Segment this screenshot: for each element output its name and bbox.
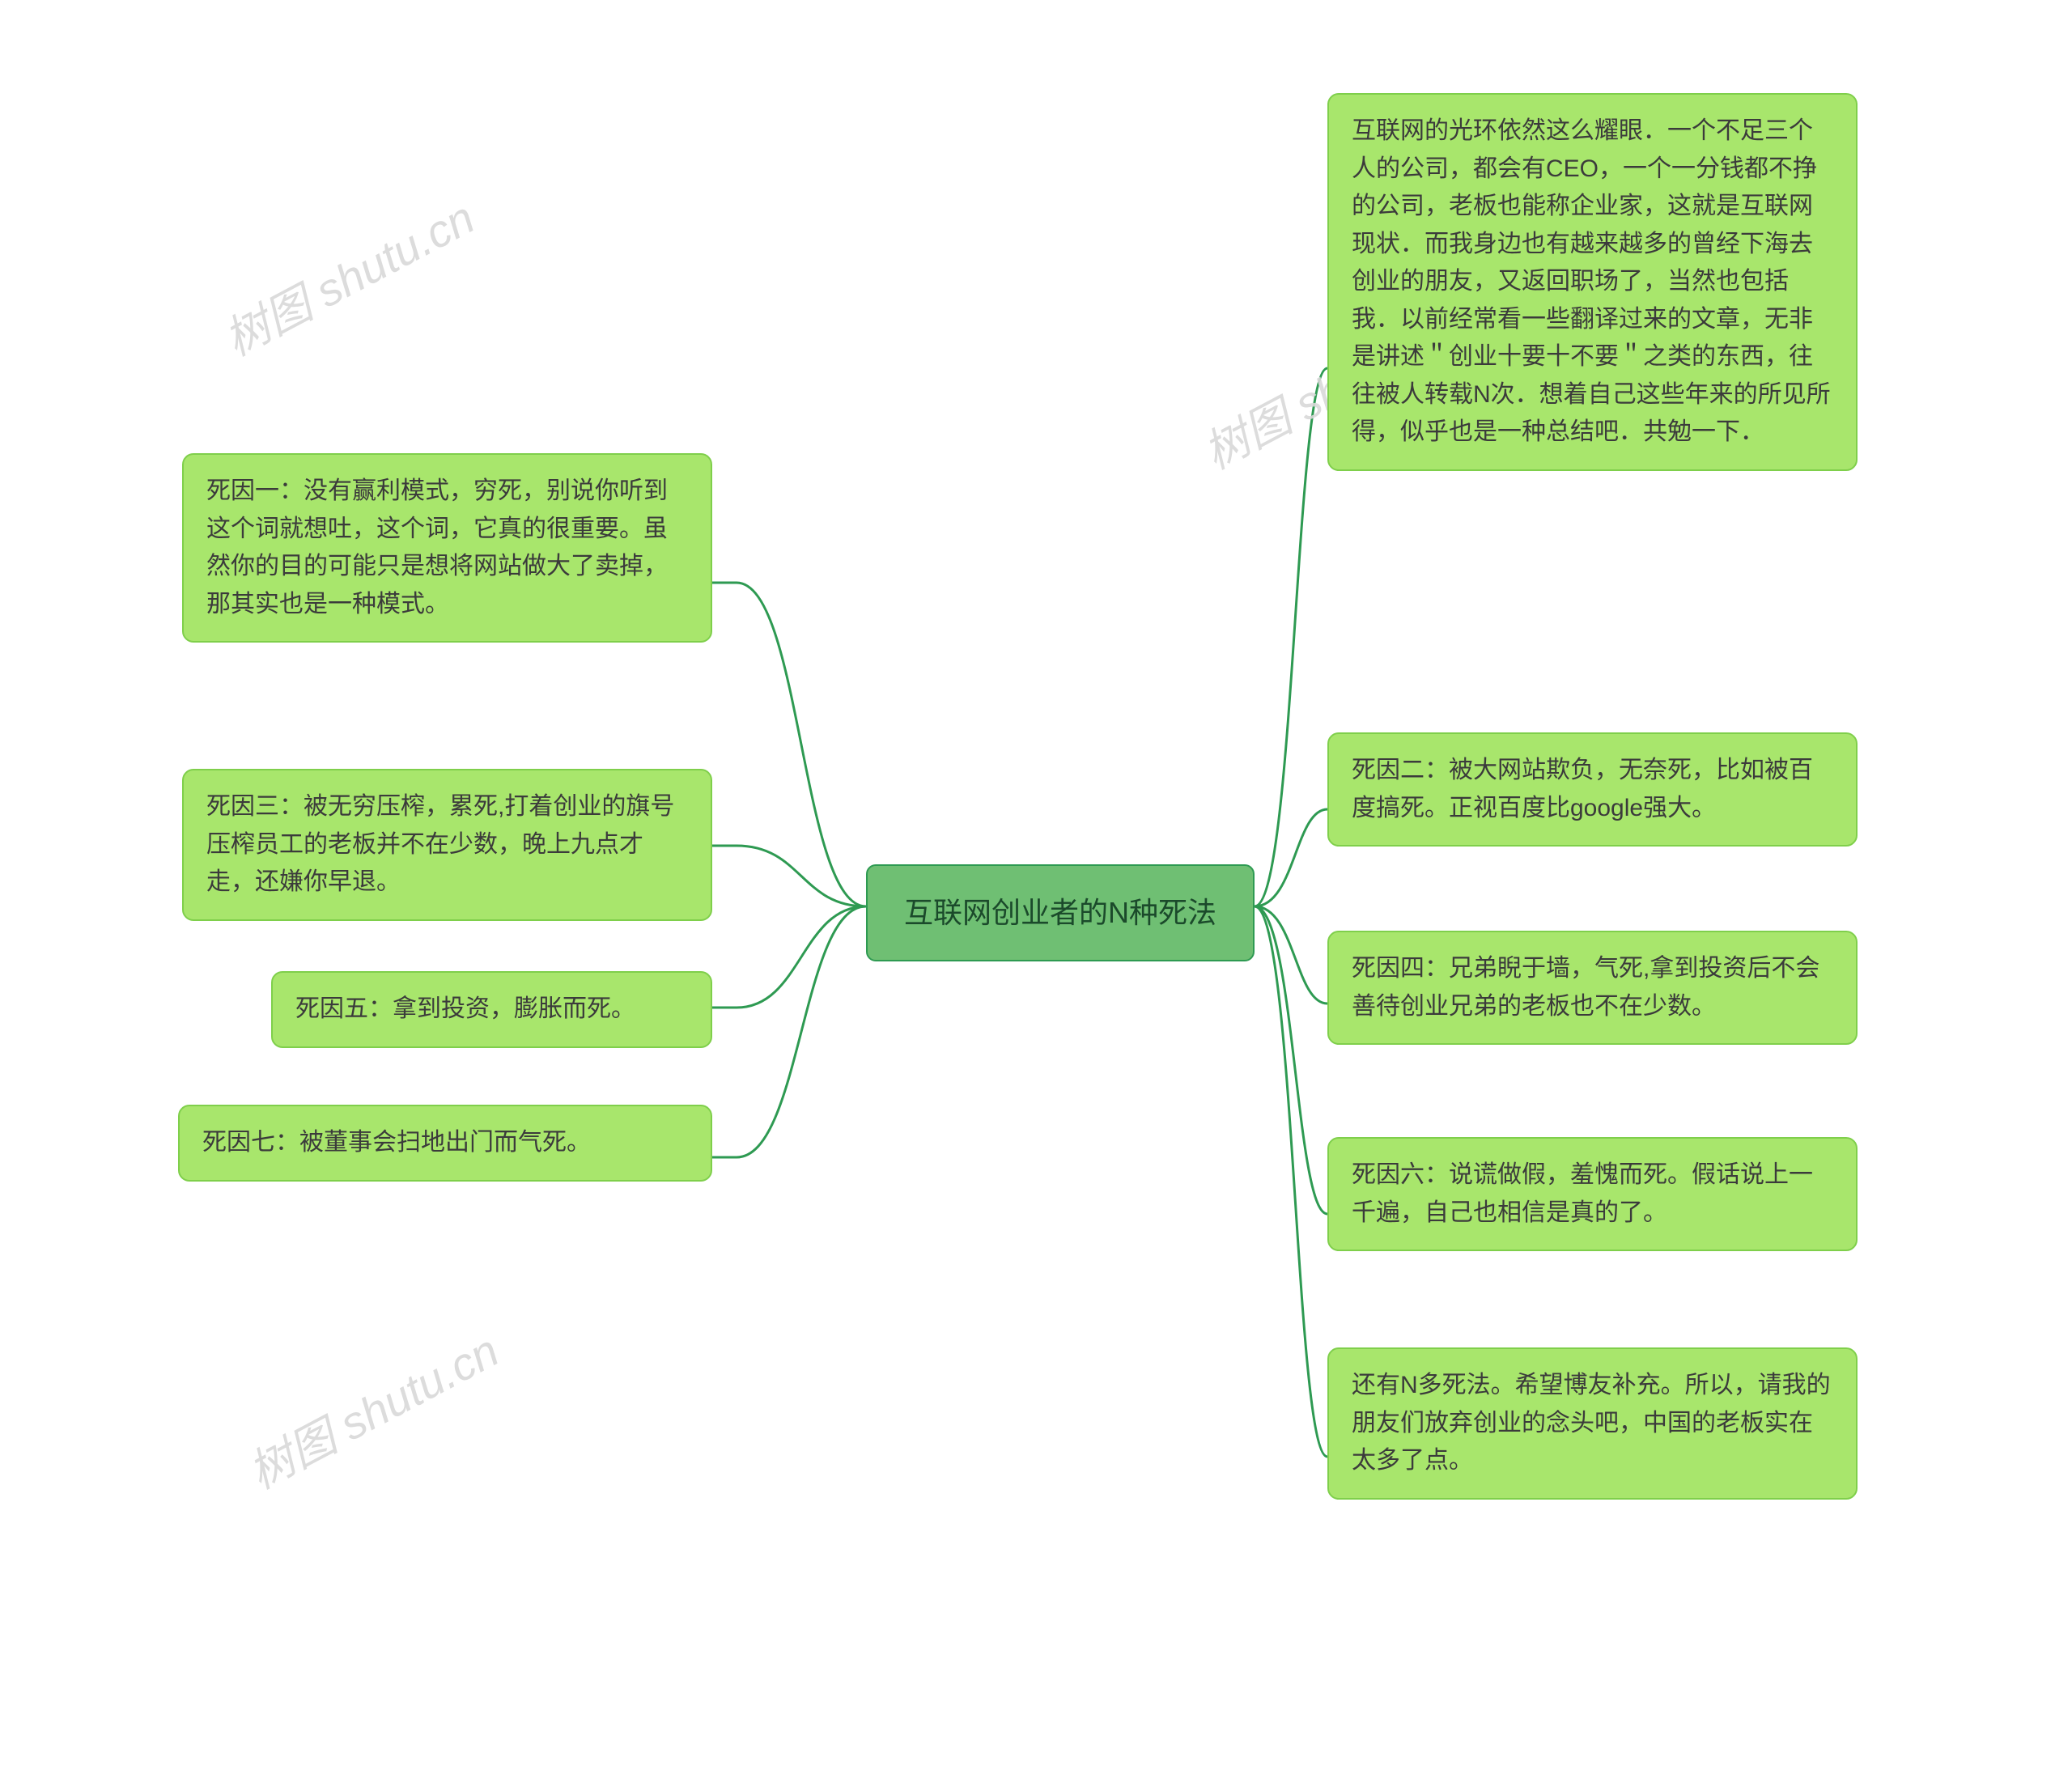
- branch-right-5[interactable]: 还有N多死法。希望博友补充。所以，请我的朋友们放弃创业的念头吧，中国的老板实在太…: [1327, 1347, 1858, 1500]
- mindmap-canvas: 树图 shutu.cn 树图 shutu.cn 树图 shutu.cn 树图 s…: [0, 0, 2072, 1778]
- branch-left-4[interactable]: 死因七：被董事会扫地出门而气死。: [178, 1105, 712, 1182]
- branch-label: 死因二：被大网站欺负，无奈死，比如被百度搞死。正视百度比google强大。: [1352, 757, 1813, 821]
- branch-label: 互联网的光环依然这么耀眼．一个不足三个人的公司，都会有CEO，一个一分钱都不挣的…: [1352, 117, 1831, 445]
- watermark: 树图 shutu.cn: [211, 182, 485, 369]
- center-node[interactable]: 互联网创业者的N种死法: [866, 864, 1255, 961]
- branch-left-1[interactable]: 死因一：没有赢利模式，穷死，别说你听到这个词就想吐，这个词，它真的很重要。虽然你…: [182, 453, 712, 643]
- branch-label: 死因一：没有赢利模式，穷死，别说你听到这个词就想吐，这个词，它真的很重要。虽然你…: [206, 477, 668, 617]
- branch-left-2[interactable]: 死因三：被无穷压榨，累死,打着创业的旗号压榨员工的老板并不在少数，晚上九点才走，…: [182, 769, 712, 921]
- branch-label: 死因三：被无穷压榨，累死,打着创业的旗号压榨员工的老板并不在少数，晚上九点才走，…: [206, 793, 674, 895]
- branch-left-3[interactable]: 死因五：拿到投资，膨胀而死。: [271, 971, 712, 1048]
- branch-right-4[interactable]: 死因六：说谎做假，羞愧而死。假话说上一千遍，自己也相信是真的了。: [1327, 1137, 1858, 1251]
- watermark: 树图 shutu.cn: [236, 1315, 509, 1502]
- branch-right-2[interactable]: 死因二：被大网站欺负，无奈死，比如被百度搞死。正视百度比google强大。: [1327, 732, 1858, 847]
- branch-right-1[interactable]: 互联网的光环依然这么耀眼．一个不足三个人的公司，都会有CEO，一个一分钱都不挣的…: [1327, 93, 1858, 471]
- branch-label: 死因七：被董事会扫地出门而气死。: [202, 1129, 591, 1156]
- center-node-label: 互联网创业者的N种死法: [904, 896, 1216, 929]
- branch-label: 死因六：说谎做假，羞愧而死。假话说上一千遍，自己也相信是真的了。: [1352, 1161, 1813, 1226]
- branch-label: 死因四：兄弟睨于墙，气死,拿到投资后不会善待创业兄弟的老板也不在少数。: [1352, 955, 1819, 1020]
- branch-label: 还有N多死法。希望博友补充。所以，请我的朋友们放弃创业的念头吧，中国的老板实在太…: [1352, 1372, 1831, 1474]
- branch-label: 死因五：拿到投资，膨胀而死。: [295, 995, 635, 1022]
- branch-right-3[interactable]: 死因四：兄弟睨于墙，气死,拿到投资后不会善待创业兄弟的老板也不在少数。: [1327, 931, 1858, 1045]
